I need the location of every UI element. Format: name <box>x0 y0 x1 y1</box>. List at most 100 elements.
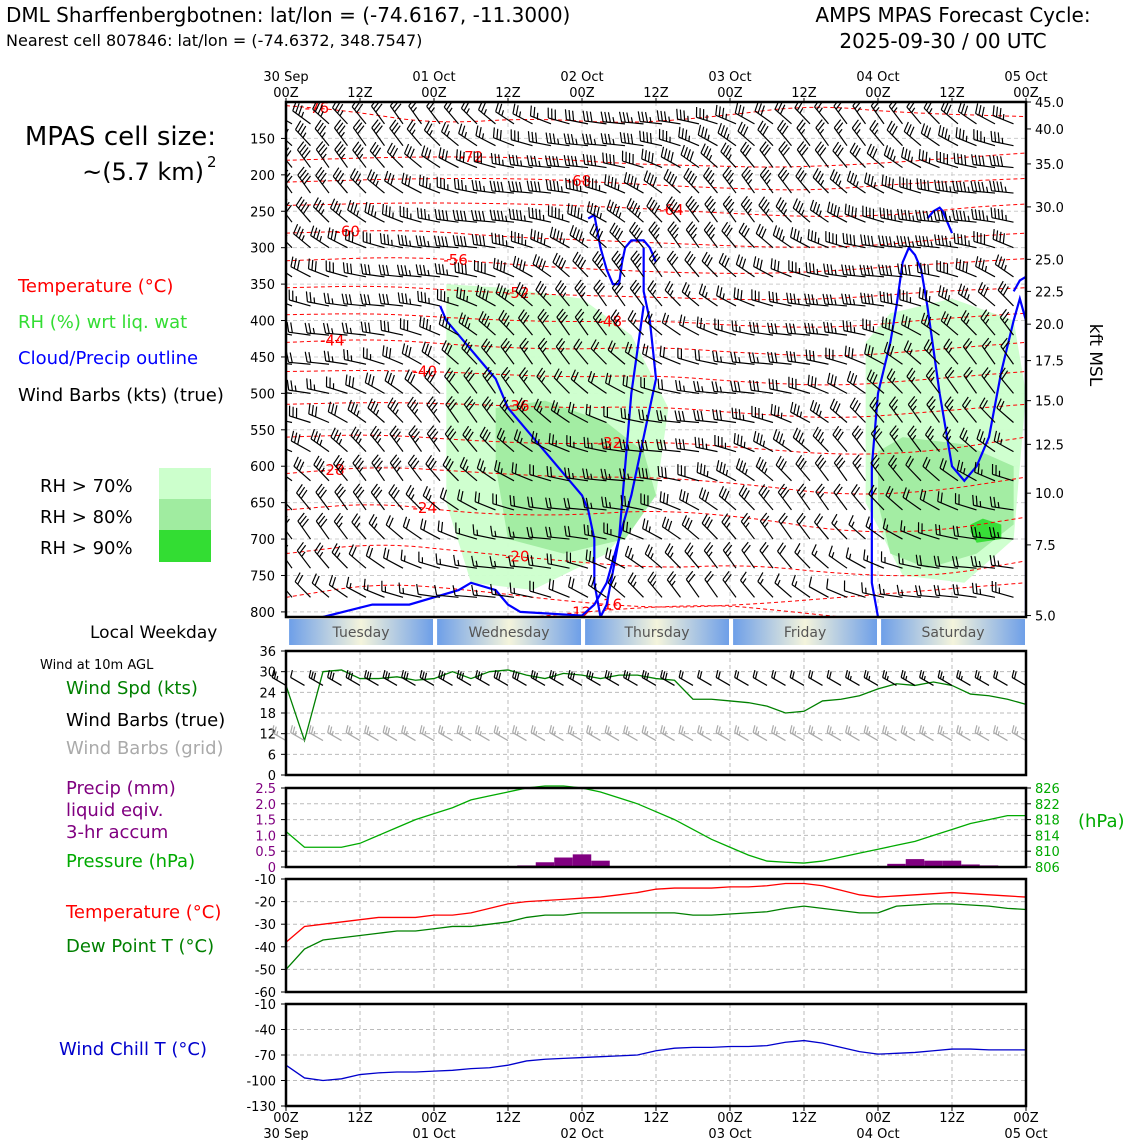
wind-barb <box>1000 337 1014 365</box>
barb-full-tick <box>445 396 453 405</box>
barb-full-tick <box>586 111 589 122</box>
barb-full-tick <box>355 173 362 183</box>
barb-staff <box>770 413 792 424</box>
wind-10m-barb <box>993 670 1008 686</box>
barb-full-tick <box>832 349 834 361</box>
barb-full-tick <box>884 175 888 187</box>
barb-staff <box>757 581 774 598</box>
barb-full-tick <box>583 436 586 448</box>
barb-half-tick <box>276 675 279 681</box>
barb-full-tick <box>423 120 430 131</box>
barb-full-tick <box>375 125 383 135</box>
title-left: DML Sharffenbergbotnen: lat/lon = (-74.6… <box>6 3 570 27</box>
wind-10m-grid-barb <box>364 725 379 742</box>
barb-full-tick <box>881 174 884 185</box>
barb-full-tick <box>656 110 660 121</box>
wind-barb <box>425 454 441 482</box>
barb-full-tick <box>944 396 952 406</box>
barb-half-tick <box>494 530 497 537</box>
barb-full-tick <box>866 369 873 380</box>
barb-full-tick <box>521 234 523 245</box>
barb-full-tick <box>781 125 789 135</box>
wind-barb <box>619 468 644 482</box>
barb-full-tick <box>422 236 426 247</box>
barb-full-tick <box>826 322 830 333</box>
wind-10m-barb <box>882 670 897 686</box>
barb-full-tick <box>383 233 386 245</box>
barb-staff <box>362 303 385 307</box>
barb-full-tick <box>440 290 442 301</box>
barb-full-tick <box>656 410 660 421</box>
barb-full-tick <box>980 131 982 142</box>
barb-full-tick <box>418 174 421 186</box>
wind-barb <box>681 515 700 540</box>
barb-full-tick <box>946 263 949 274</box>
barb-full-tick <box>900 209 904 220</box>
barb-full-tick <box>939 458 944 469</box>
barb-staff <box>769 300 792 307</box>
wind-barb <box>882 518 903 540</box>
barb-full-tick <box>424 147 429 158</box>
wind-barb <box>957 102 977 125</box>
wind-barb <box>498 309 515 336</box>
barb-full-tick <box>535 672 539 681</box>
barb-full-tick <box>717 671 721 679</box>
barb-half-tick <box>408 270 412 276</box>
barb-full-tick <box>721 437 723 448</box>
barb-full-tick <box>327 725 330 733</box>
barb-full-tick <box>511 181 515 192</box>
barb-full-tick <box>964 235 967 246</box>
wind-barb <box>677 347 700 365</box>
barb-staff <box>751 299 774 307</box>
barb-full-tick <box>904 264 908 275</box>
barb-full-tick <box>308 403 311 414</box>
barb-staff <box>399 302 422 307</box>
barb-staff <box>677 473 700 482</box>
top-time-label: 12Z <box>347 86 373 101</box>
barb-full-tick <box>499 430 505 441</box>
barb-staff <box>975 265 996 278</box>
barb-staff <box>443 106 459 125</box>
barb-full-tick <box>479 426 486 437</box>
barb-half-tick <box>366 584 369 591</box>
barb-full-tick <box>419 316 422 327</box>
barb-full-tick <box>674 410 678 421</box>
wind-barb <box>286 297 293 307</box>
barb-full-tick <box>420 291 423 303</box>
barb-full-tick <box>293 432 298 443</box>
barb-full-tick <box>795 378 797 390</box>
wind-barb <box>556 308 570 336</box>
barb-full-tick <box>319 172 327 182</box>
barb-full-tick <box>961 396 969 406</box>
barb-full-tick <box>551 580 555 591</box>
barb-full-tick <box>384 370 389 381</box>
barb-full-tick <box>774 573 780 584</box>
barb-full-tick <box>588 726 592 735</box>
barb-full-tick <box>441 236 445 247</box>
barb-half-tick <box>874 464 880 470</box>
barb-staff <box>888 105 903 125</box>
barb-full-tick <box>996 181 1000 192</box>
barb-full-tick <box>994 131 997 143</box>
barb-full-tick <box>519 210 523 221</box>
wind-barb <box>343 349 367 365</box>
barb-full-tick <box>334 483 342 493</box>
barb-half-tick <box>520 160 523 167</box>
barb-half-tick <box>396 466 401 473</box>
wind-barb <box>698 283 718 307</box>
barb-full-tick <box>701 285 707 296</box>
barb-full-tick <box>794 102 801 109</box>
temperature-contour-label: -44 <box>320 332 345 350</box>
barb-staff <box>790 236 811 249</box>
barb-half-tick <box>968 240 970 247</box>
barb-full-tick <box>533 155 537 167</box>
chill-ytick-label: -10 <box>255 998 276 1013</box>
barb-staff <box>721 230 737 249</box>
barb-full-tick <box>883 291 886 303</box>
barb-full-tick <box>963 312 970 323</box>
barb-full-tick <box>549 725 552 733</box>
barb-full-tick <box>389 454 398 464</box>
barb-half-tick <box>610 529 612 535</box>
barb-full-tick <box>625 671 629 679</box>
wind-barb <box>808 576 829 598</box>
